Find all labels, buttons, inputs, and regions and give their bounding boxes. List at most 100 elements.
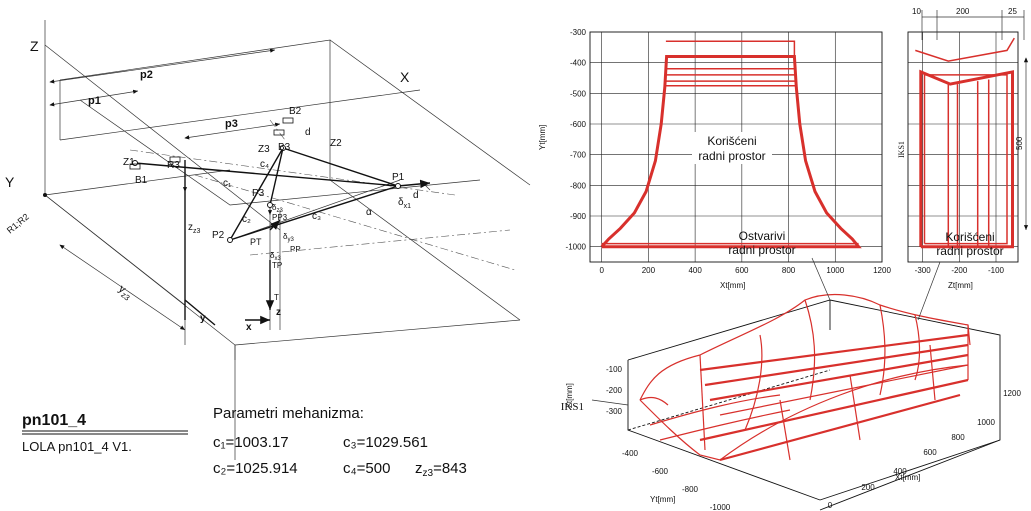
xyz-y-tick-label: -600 — [652, 467, 669, 476]
wire-rail-8 — [779, 399, 791, 461]
label-p1-point: P1 — [392, 172, 405, 183]
x-tick-label: 400 — [688, 266, 702, 275]
wire-rim-1 — [639, 354, 701, 401]
x-tick-label: -100 — [988, 266, 1005, 275]
label-p3-point: P3 — [252, 188, 265, 199]
xyz-x-tick-label: 400 — [893, 467, 907, 476]
y-tick-label: -800 — [570, 181, 587, 190]
chart-xyz-wireframe — [639, 294, 971, 462]
dim-25: 25 — [1008, 7, 1017, 16]
xyz-x-tick-label: 600 — [923, 448, 937, 457]
chart-xyz-ylabel: Yt[mm] — [650, 495, 675, 504]
label-yz3: yz3 — [115, 283, 135, 303]
xyz-x-tick-label: 800 — [951, 433, 965, 442]
model-version: LOLA pn101_4 V1. — [22, 439, 132, 454]
label-dx1: δx1 — [398, 197, 411, 210]
xyz-x-tick-label: 1000 — [977, 418, 995, 427]
x-tick-label: -300 — [915, 266, 932, 275]
leader-ostvarivi — [811, 257, 831, 301]
xyz-x-tick-label: 1200 — [1003, 389, 1021, 398]
series-line — [665, 40, 796, 57]
axis-label-x: X — [400, 69, 410, 85]
chart-xyz-annotation-ostvarivi-1: Ostvarivi — [739, 229, 786, 243]
dim-200: 200 — [956, 7, 970, 16]
label-dy3: δy3 — [283, 232, 294, 243]
param-c1: c₁=1003.17 — [213, 434, 289, 451]
wire-rail-9 — [849, 374, 861, 441]
wire-arc-1 — [744, 334, 763, 431]
chart-xy-workspace: 0 200 400 600 800 1000 1200 -300 -400 -500 -600 -70… — [538, 28, 891, 290]
series-line — [923, 74, 1008, 245]
label-dz3: δz3 — [272, 203, 283, 214]
wire-rail-7 — [659, 409, 791, 441]
chart-xy-annotation-line1: Korišćeni — [707, 134, 756, 148]
dim-500: 500 — [1015, 136, 1024, 150]
wire-rail-6 — [649, 394, 781, 426]
x-tick-label: 600 — [735, 266, 749, 275]
dim-10: 10 — [912, 7, 921, 16]
chart-zy-annotation: IKS1 — [897, 141, 906, 158]
chart-xyz-workspace: 020040060080010001200-400-600-800-1000-1… — [561, 229, 1022, 511]
y-tick-label: -400 — [570, 59, 587, 68]
chart-xy-annotation-line2: radni prostor — [698, 149, 765, 163]
y-tick-label: -900 — [570, 212, 587, 221]
x-tick-label: 1200 — [873, 266, 891, 275]
label-b3: B3 — [278, 142, 291, 153]
xyz-z-tick-label: -100 — [606, 365, 623, 374]
guide-lines — [129, 119, 516, 271]
label-y: y — [200, 313, 206, 324]
x-tick-label: -200 — [951, 266, 968, 275]
model-block: pn101_4 LOLA pn101_4 V1. — [22, 412, 188, 454]
param-zz3: zz3=843 — [415, 460, 467, 479]
params-title: Parametri mehanizma: — [213, 405, 364, 422]
xyz-y-tick-label: -800 — [682, 485, 699, 494]
leader-korisceni — [917, 261, 941, 321]
y-tick-label: -700 — [570, 151, 587, 160]
chart-xyz-zlabel: Zt[mm] — [565, 383, 574, 408]
label-pp3: PP3 — [272, 213, 288, 222]
label-p3: p3 — [225, 118, 238, 130]
y-tick-label: -300 — [570, 28, 587, 37]
wire-rail-1 — [699, 333, 969, 372]
wire-rail-10 — [929, 344, 936, 401]
joints — [43, 117, 401, 243]
label-c2: c₂ — [242, 214, 251, 225]
wire-rail-12 — [719, 393, 961, 462]
wire-outer-front — [639, 364, 969, 461]
param-c3: c₃=1029.561 — [343, 434, 428, 451]
param-c4: c₄=500 — [343, 460, 390, 477]
xyz-z-tick-label: -200 — [606, 386, 623, 395]
label-r1r2: R1;R2 — [5, 211, 31, 235]
y-tick-label: -500 — [570, 89, 587, 98]
label-b2: B2 — [289, 106, 302, 117]
wire-arc-4 — [914, 314, 921, 381]
series-line — [915, 37, 1015, 62]
y-tick-label: -600 — [570, 120, 587, 129]
label-d1: d — [305, 127, 311, 138]
chart-xyz-annotation-korisceni-2: radni prostor — [936, 244, 1003, 258]
mechanism-diagram: Z X Y p1 p2 p3 B2 d Z2 Z3 B3 c₄ R3 Z1 B1… — [5, 20, 531, 460]
label-c4: c₄ — [260, 159, 269, 170]
label-p2-point: P2 — [212, 230, 225, 241]
chart-xy-xlabel: Xt[mm] — [720, 281, 745, 290]
xyz-z-tick-label: -300 — [606, 407, 623, 416]
chart-xyz-box — [627, 299, 1001, 511]
label-p2: p2 — [140, 69, 153, 81]
label-alpha: α — [366, 207, 372, 218]
wire-rail-5 — [699, 378, 969, 442]
label-pt: PT — [250, 237, 262, 247]
xyz-y-tick-label: -400 — [622, 449, 639, 458]
label-pp: PP — [290, 245, 301, 254]
label-r3: R3 — [167, 160, 180, 171]
label-c3: c₃ — [312, 211, 321, 222]
leader-iks1 — [591, 399, 629, 406]
axis-label-z: Z — [30, 38, 39, 54]
label-tp: TP — [272, 261, 282, 270]
x-tick-label: 200 — [642, 266, 656, 275]
chart-zy-workspace: -300 -200 -100 Zt[mm] 10 200 25 500 IKS1 — [897, 7, 1029, 290]
wire-rail-2 — [704, 343, 969, 387]
mechanism-links — [134, 147, 431, 330]
chart-zy-xlabel: Zt[mm] — [948, 281, 973, 290]
wire-arc-2 — [804, 299, 816, 401]
